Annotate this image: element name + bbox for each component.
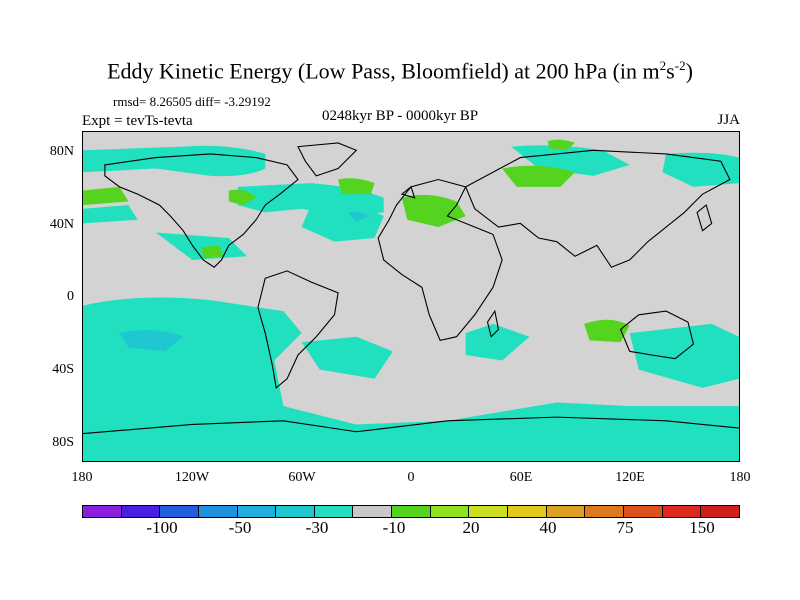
lon-label-180e: 180 (729, 470, 751, 485)
legend-swatch (623, 506, 663, 517)
legend-label: 40 (539, 518, 557, 537)
legend-swatch (237, 506, 277, 517)
experiment-label: Expt = tevTs-tevta (82, 113, 193, 129)
lat-label-40s: 40S (52, 362, 74, 377)
lat-label-80n: 80N (49, 144, 74, 159)
color-legend (82, 505, 740, 518)
legend-label: -10 (382, 518, 406, 537)
stats-text: rmsd= 8.26505 diff= -3.29192 (113, 94, 271, 109)
legend-label: -100 (146, 518, 178, 537)
legend-swatch (662, 506, 702, 517)
legend-swatch (430, 506, 470, 517)
legend-swatch (198, 506, 238, 517)
coastlines (83, 142, 739, 435)
legend-swatch (392, 506, 431, 517)
legend-swatch (314, 506, 354, 517)
lat-label-40n: 40N (49, 217, 74, 232)
legend-label: 20 (462, 518, 480, 537)
lon-label-120e: 120E (615, 470, 645, 485)
world-map (82, 131, 740, 462)
legend-label: 75 (616, 518, 634, 537)
legend-swatch (701, 506, 739, 517)
lon-label-60w: 60W (288, 470, 316, 485)
legend-swatch (546, 506, 586, 517)
positive-anomaly-regions (83, 139, 630, 343)
legend-swatch (83, 506, 122, 517)
legend-swatch (469, 506, 509, 517)
legend-swatch (508, 506, 547, 517)
legend-swatch (160, 506, 199, 517)
legend-swatch (353, 506, 393, 517)
strong-negative-cores (119, 211, 370, 352)
lat-label-80s: 80S (52, 435, 74, 450)
period-label: 0248kyr BP - 0000kyr BP (321, 108, 479, 124)
legend-label: -50 (228, 518, 252, 537)
lat-label-0: 0 (67, 289, 74, 304)
legend-label: -30 (305, 518, 329, 537)
lon-label-60e: 60E (509, 470, 533, 485)
season-label: JJA (717, 112, 740, 128)
legend-swatch (585, 506, 624, 517)
legend-swatch (121, 506, 161, 517)
legend-swatch (276, 506, 315, 517)
lon-label-120w: 120W (174, 470, 210, 485)
figure-title: Eddy Kinetic Energy (Low Pass, Bloomfiel… (107, 58, 693, 84)
lon-label-180w: 180 (71, 470, 93, 485)
legend-label: 150 (689, 518, 715, 537)
lon-label-0: 0 (407, 470, 415, 485)
